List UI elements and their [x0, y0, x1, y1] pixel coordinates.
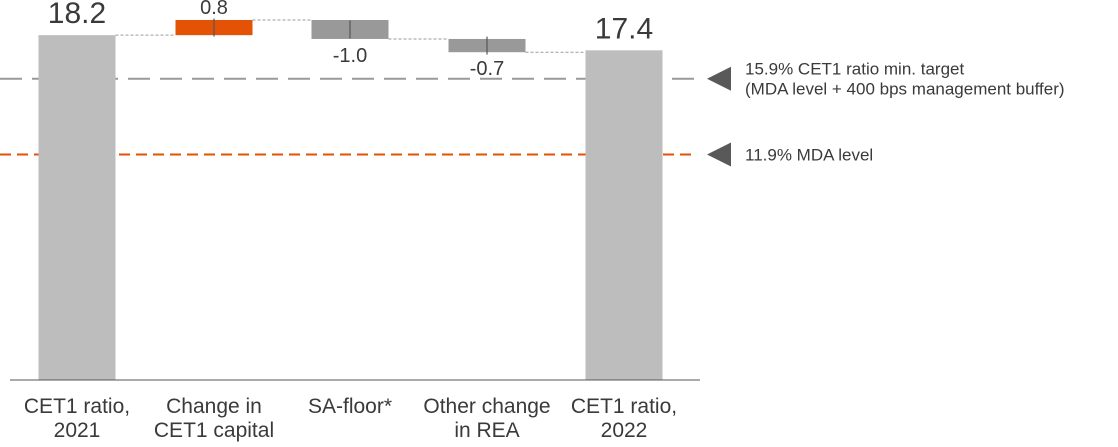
category-label-2-line-2: CET1 capital: [154, 419, 274, 442]
bar-1: [38, 35, 116, 380]
category-label-5-line-2: 2022: [601, 419, 648, 442]
category-label-4-line-1: Other change: [423, 395, 550, 418]
category-label-3: SA-floor*: [308, 395, 392, 418]
category-label-1: CET1 ratio, 2021: [24, 395, 130, 442]
reference-annotations: 15.9% CET1 ratio min. target(MDA level +…: [707, 60, 1065, 167]
bar-connectors: [115, 19, 586, 53]
reference-label-2-line-1: 11.9% MDA level: [745, 146, 873, 165]
value-label-3: -1.0: [333, 45, 367, 67]
value-labels: 18.2 0.8 -1.0 -0.7 17.4: [48, 0, 653, 80]
bars: [38, 20, 663, 380]
category-label-5: CET1 ratio, 2022: [571, 395, 677, 442]
category-label-1-line-1: CET1 ratio,: [24, 395, 130, 418]
value-label-4: -0.7: [470, 58, 504, 80]
category-label-2-line-1: Change in: [166, 395, 262, 418]
value-label-2: 0.8: [200, 0, 228, 19]
reference-marker-1: [707, 66, 731, 91]
category-label-3-line-1: SA-floor*: [308, 395, 392, 418]
reference-label-1-line-1: 15.9% CET1 ratio min. target: [745, 60, 964, 79]
reference-lines: [0, 77, 695, 156]
value-label-5: 17.4: [595, 12, 653, 45]
bar-ticks: [213, 18, 488, 55]
reference-marker-2: [707, 142, 731, 167]
category-label-4: Other change in REA: [423, 395, 550, 442]
bar-5: [585, 50, 663, 380]
category-label-4-line-2: in REA: [454, 419, 519, 442]
reference-label-1-line-2: (MDA level + 400 bps management buffer): [745, 80, 1065, 99]
category-label-5-line-1: CET1 ratio,: [571, 395, 677, 418]
category-label-2: Change in CET1 capital: [154, 395, 274, 442]
value-label-1: 18.2: [48, 0, 106, 30]
category-label-1-line-2: 2021: [54, 419, 101, 442]
